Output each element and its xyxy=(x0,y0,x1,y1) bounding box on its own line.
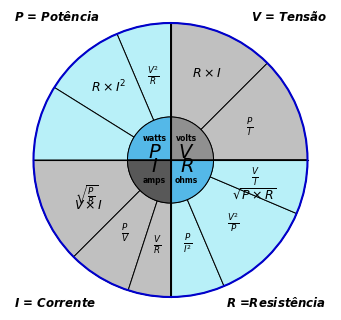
Wedge shape xyxy=(170,160,213,203)
Text: volts: volts xyxy=(176,134,197,143)
Text: $\frac{V}{R}$: $\frac{V}{R}$ xyxy=(153,234,161,256)
Text: $\boldsymbol{V}$ = Tensão: $\boldsymbol{V}$ = Tensão xyxy=(251,10,327,24)
Text: $\boldsymbol{P}$ = Potência: $\boldsymbol{P}$ = Potência xyxy=(14,10,100,24)
Text: $R$: $R$ xyxy=(180,157,193,176)
Wedge shape xyxy=(170,117,213,160)
Wedge shape xyxy=(170,23,267,130)
Text: $\sqrt{P \times R}$: $\sqrt{P \times R}$ xyxy=(232,187,277,202)
Wedge shape xyxy=(128,160,170,203)
Wedge shape xyxy=(201,160,308,257)
Wedge shape xyxy=(210,160,308,213)
Text: $\frac{P}{I^2}$: $\frac{P}{I^2}$ xyxy=(183,233,192,256)
Wedge shape xyxy=(33,87,171,297)
Wedge shape xyxy=(128,117,170,160)
Wedge shape xyxy=(74,190,157,290)
Wedge shape xyxy=(187,177,297,286)
Text: $\boldsymbol{R}$ =Resistência: $\boldsymbol{R}$ =Resistência xyxy=(226,296,327,310)
Wedge shape xyxy=(128,201,170,297)
Wedge shape xyxy=(54,34,154,137)
Text: $V$: $V$ xyxy=(178,142,195,162)
Wedge shape xyxy=(117,23,170,120)
Text: ohms: ohms xyxy=(175,176,198,185)
Text: $V \times I$: $V \times I$ xyxy=(74,199,103,212)
Text: $\frac{V^2}{R}$: $\frac{V^2}{R}$ xyxy=(147,65,160,87)
Text: amps: amps xyxy=(143,176,166,185)
Wedge shape xyxy=(201,63,308,160)
Text: $R \times I$: $R \times I$ xyxy=(192,67,221,80)
Text: $I$: $I$ xyxy=(151,157,158,176)
Text: $\frac{V}{I}$: $\frac{V}{I}$ xyxy=(251,166,259,188)
Text: $\sqrt{\frac{P}{R}}$: $\sqrt{\frac{P}{R}}$ xyxy=(75,183,99,207)
Text: $\boldsymbol{I}$ = Corrente: $\boldsymbol{I}$ = Corrente xyxy=(14,297,97,310)
Wedge shape xyxy=(170,200,224,297)
Text: $P$: $P$ xyxy=(148,142,161,162)
Text: $\frac{P}{V}$: $\frac{P}{V}$ xyxy=(121,222,130,244)
Wedge shape xyxy=(33,160,140,257)
Text: watts: watts xyxy=(143,134,166,143)
Text: $R \times I^2$: $R \times I^2$ xyxy=(91,79,126,96)
Text: $\frac{V^2}{P}$: $\frac{V^2}{P}$ xyxy=(227,212,240,234)
Text: $\frac{P}{I}$: $\frac{P}{I}$ xyxy=(246,116,254,138)
